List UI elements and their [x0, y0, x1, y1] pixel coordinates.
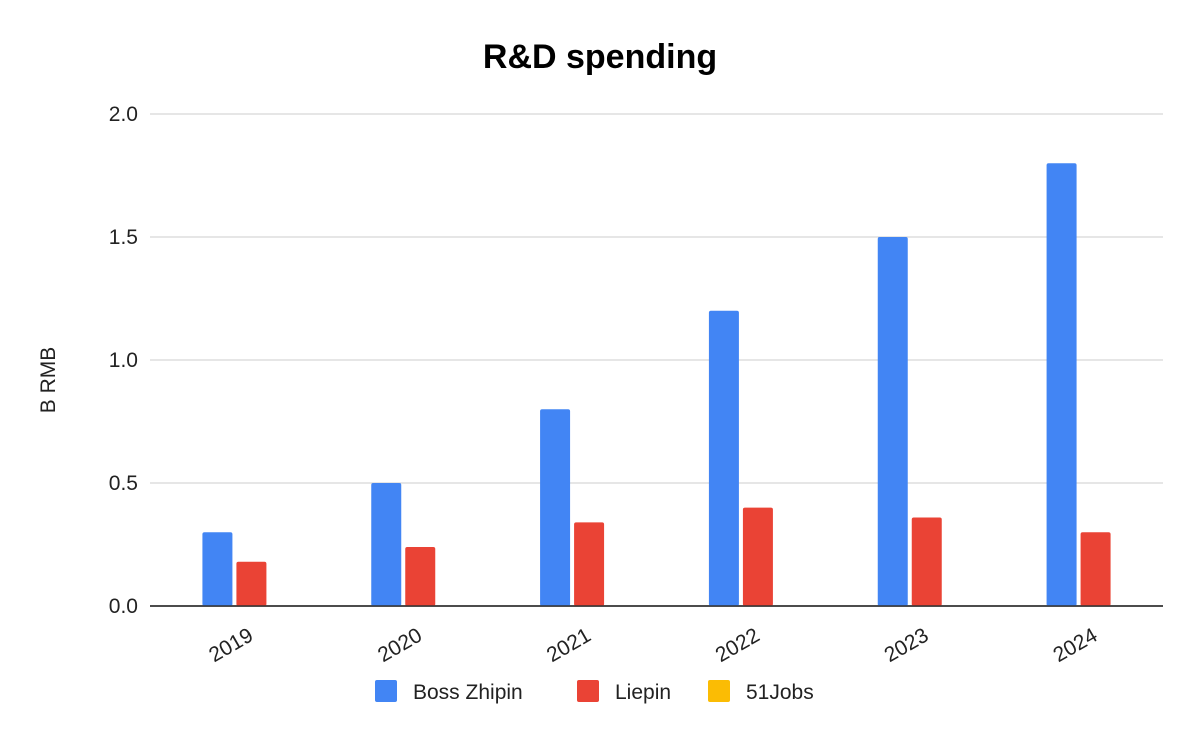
bar-liepin-2020: [405, 546, 436, 606]
x-tick-label: 2020: [374, 624, 426, 667]
bar-liepin-2024: [1080, 532, 1111, 606]
legend-label: Liepin: [615, 681, 671, 704]
legend-label: Boss Zhipin: [413, 681, 523, 704]
bar-liepin-2021: [574, 522, 605, 606]
bar-boss-zhipin-2023: [877, 237, 908, 606]
x-tick-label: 2024: [1049, 624, 1101, 667]
x-tick-label: 2022: [712, 624, 764, 667]
x-axis-ticks: 2019 2020 2021 2022 2023 2024: [205, 624, 1101, 667]
y-axis-title: B RMB: [37, 347, 60, 414]
y-tick-label: 1.0: [109, 349, 138, 372]
y-tick-label: 0.5: [109, 472, 138, 495]
y-tick-label: 0.0: [109, 595, 138, 618]
y-tick-label: 1.5: [109, 226, 138, 249]
gridlines: [150, 113, 1163, 607]
x-tick-label: 2023: [881, 624, 933, 667]
bar-boss-zhipin-2020: [371, 483, 402, 606]
bar-liepin-2019: [236, 561, 267, 606]
legend-swatch-boss-zhipin: [375, 680, 397, 702]
bar-boss-zhipin-2024: [1046, 163, 1077, 606]
x-tick-label: 2021: [543, 624, 595, 667]
chart-title: R&D spending: [483, 38, 717, 76]
legend: Boss Zhipin Liepin 51Jobs: [375, 680, 814, 704]
bar-boss-zhipin-2022: [708, 310, 739, 606]
bar-liepin-2023: [911, 517, 942, 606]
bar-liepin-2022: [742, 507, 773, 606]
y-tick-label: 2.0: [109, 103, 138, 126]
bar-boss-zhipin-2021: [540, 409, 571, 606]
x-tick-label: 2019: [205, 624, 257, 667]
bar-boss-zhipin-2019: [202, 532, 233, 606]
legend-swatch-51jobs: [708, 680, 730, 702]
bars: [150, 163, 1163, 607]
legend-swatch-liepin: [577, 680, 599, 702]
legend-label: 51Jobs: [746, 681, 814, 704]
y-axis-ticks: 0.0 0.5 1.0 1.5 2.0: [109, 103, 138, 618]
